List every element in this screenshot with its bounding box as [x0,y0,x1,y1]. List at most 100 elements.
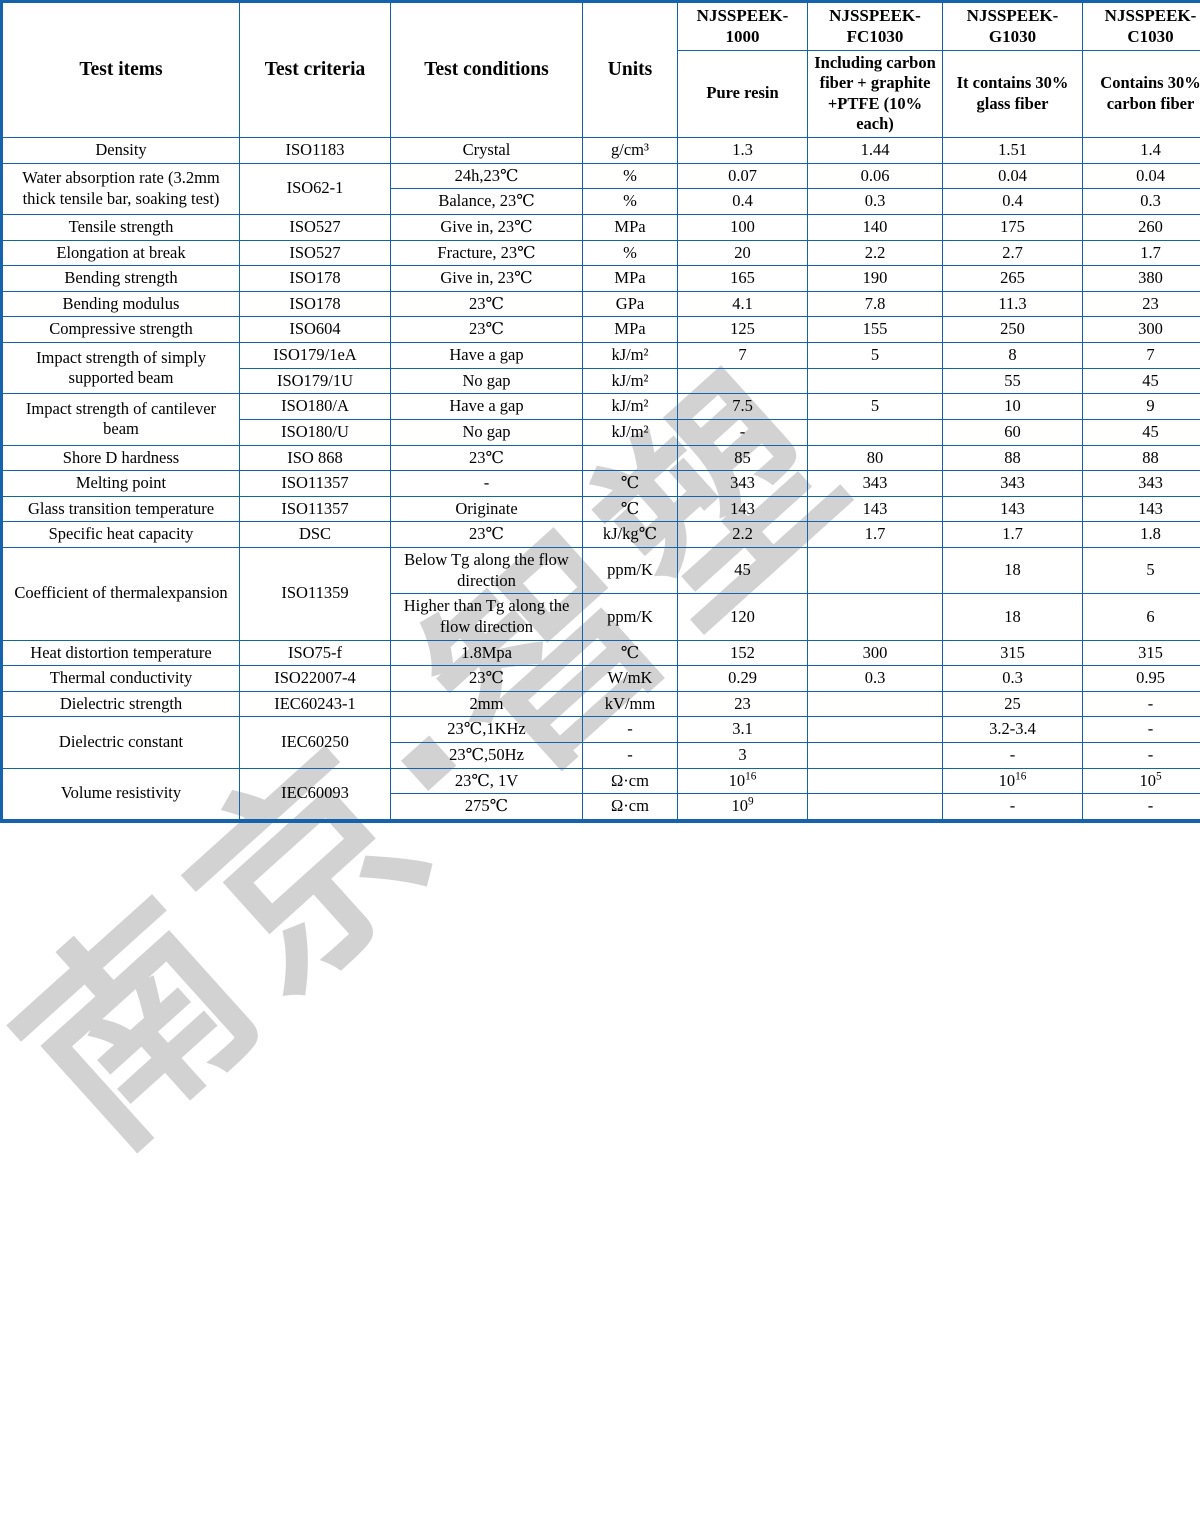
cell-value-2: 88 [943,445,1083,471]
cell-unit: Ω·cm [583,794,678,820]
cell-unit: g/cm³ [583,138,678,164]
cell-value-3: 9 [1083,394,1200,420]
cell-test-item: Density [3,138,240,164]
cell-test-condition: 23℃ [391,445,583,471]
cell-value-1 [808,548,943,594]
cell-value-1 [808,717,943,743]
cell-value-1: 143 [808,496,943,522]
cell-value-1 [808,743,943,769]
cell-test-criteria: ISO11359 [240,548,391,641]
cell-test-condition: No gap [391,368,583,394]
cell-unit: % [583,163,678,189]
cell-value-3: 380 [1083,266,1200,292]
cell-value-3: 6 [1083,594,1200,640]
cell-value-2: 0.04 [943,163,1083,189]
cell-value-0: 152 [678,640,808,666]
cell-value-2: 1.7 [943,522,1083,548]
cell-value-0: 7.5 [678,394,808,420]
cell-value-0: 165 [678,266,808,292]
cell-unit: % [583,240,678,266]
header-units: Units [583,3,678,138]
table-row: Water absorption rate (3.2mm thick tensi… [3,163,1200,189]
cell-value-0: 143 [678,496,808,522]
cell-value-1: 0.3 [808,189,943,215]
cell-value-1: 343 [808,471,943,497]
cell-unit: - [583,717,678,743]
cell-value-0: 45 [678,548,808,594]
cell-test-item: Bending modulus [3,291,240,317]
header-product-desc-2: It contains 30% glass fiber [943,50,1083,138]
cell-value-3: 260 [1083,214,1200,240]
cell-test-criteria: ISO11357 [240,471,391,497]
cell-test-item: Impact strength of cantilever beam [3,394,240,445]
cell-value-0: 109 [678,794,808,820]
header-test-criteria: Test criteria [240,3,391,138]
cell-value-3: 1.4 [1083,138,1200,164]
header-row-top: Test items Test criteria Test conditions… [3,3,1200,51]
cell-test-criteria: ISO180/U [240,419,391,445]
cell-test-condition: 24h,23℃ [391,163,583,189]
cell-test-condition: 1.8Mpa [391,640,583,666]
cell-value-2: 1.51 [943,138,1083,164]
cell-test-item: Melting point [3,471,240,497]
header-product-name-0: NJSSPEEK-1000 [678,3,808,51]
cell-test-criteria: ISO179/1eA [240,343,391,369]
cell-test-condition: Below Tg along the flow direction [391,548,583,594]
cell-value-0: - [678,419,808,445]
header-product-name-3: NJSSPEEK-C1030 [1083,3,1200,51]
cell-test-condition: 23℃,50Hz [391,743,583,769]
cell-value-3: 23 [1083,291,1200,317]
cell-value-1 [808,691,943,717]
cell-test-item: Dielectric strength [3,691,240,717]
cell-value-3: 343 [1083,471,1200,497]
cell-value-0: 343 [678,471,808,497]
cell-test-criteria: ISO527 [240,240,391,266]
cell-value-1: 1.7 [808,522,943,548]
header-test-conditions: Test conditions [391,3,583,138]
cell-test-item: Compressive strength [3,317,240,343]
cell-value-2: 265 [943,266,1083,292]
cell-value-0: 85 [678,445,808,471]
table-row: Impact strength of simply supported beam… [3,343,1200,369]
cell-test-item: Heat distortion temperature [3,640,240,666]
cell-value-1 [808,368,943,394]
cell-test-condition: Have a gap [391,394,583,420]
cell-test-condition: Fracture, 23℃ [391,240,583,266]
cell-test-condition: Have a gap [391,343,583,369]
cell-value-3: - [1083,691,1200,717]
cell-value-2: 250 [943,317,1083,343]
cell-test-item: Glass transition temperature [3,496,240,522]
material-properties-table: Test items Test criteria Test conditions… [2,2,1200,820]
cell-value-0: 3.1 [678,717,808,743]
cell-unit: GPa [583,291,678,317]
cell-value-3: 7 [1083,343,1200,369]
cell-value-1: 300 [808,640,943,666]
cell-unit: MPa [583,266,678,292]
cell-value-3: 0.3 [1083,189,1200,215]
cell-test-item: Volume resistivity [3,768,240,819]
cell-test-item: Water absorption rate (3.2mm thick tensi… [3,163,240,214]
cell-test-criteria: ISO180/A [240,394,391,420]
cell-value-2: 11.3 [943,291,1083,317]
cell-test-item: Impact strength of simply supported beam [3,343,240,394]
cell-test-criteria: ISO62-1 [240,163,391,214]
header-product-desc-3: Contains 30% carbon fiber [1083,50,1200,138]
cell-value-0: 23 [678,691,808,717]
cell-value-3: 5 [1083,548,1200,594]
cell-value-1: 155 [808,317,943,343]
cell-value-3: 1.8 [1083,522,1200,548]
cell-test-item: Shore D hardness [3,445,240,471]
cell-test-condition: 23℃ [391,291,583,317]
cell-value-3: 300 [1083,317,1200,343]
cell-value-1: 7.8 [808,291,943,317]
cell-unit: kJ/m² [583,419,678,445]
cell-unit: ppm/K [583,594,678,640]
cell-value-1: 190 [808,266,943,292]
cell-value-0: 100 [678,214,808,240]
cell-value-2: 8 [943,343,1083,369]
